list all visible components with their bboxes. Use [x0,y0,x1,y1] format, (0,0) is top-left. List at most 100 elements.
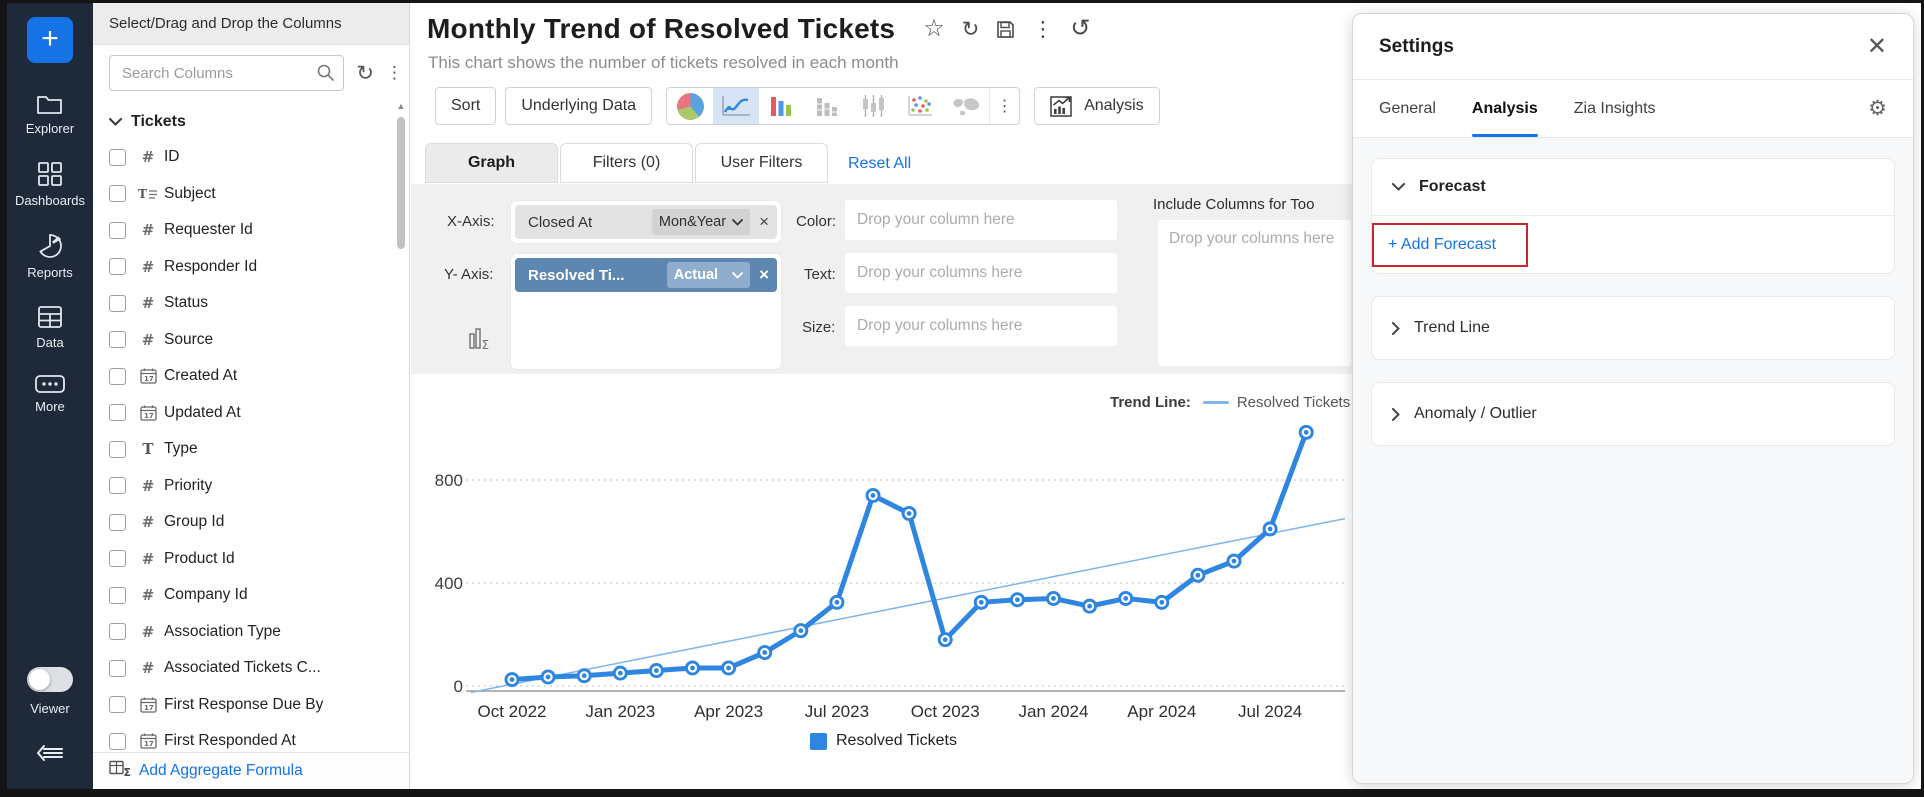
column-checkbox[interactable] [109,404,126,422]
column-row[interactable]: # Product Id [109,541,409,578]
data-point[interactable] [648,663,664,679]
column-checkbox[interactable] [109,331,126,349]
data-point[interactable] [901,505,917,521]
search-columns-input[interactable] [109,55,345,91]
column-row[interactable]: # Requester Id [109,212,409,249]
close-icon[interactable]: ✕ [1866,32,1887,60]
data-point[interactable] [540,669,556,685]
tab-graph[interactable]: Graph [425,143,558,183]
data-point[interactable] [865,487,881,503]
refresh-columns-icon[interactable]: ↻ [356,61,374,85]
data-point[interactable] [1118,590,1134,606]
x-axis-chip[interactable]: Closed At Mon&Year × [515,205,777,239]
column-row[interactable]: 17 First Response Due By [109,687,409,724]
rail-item-data[interactable]: Data [36,305,64,350]
anomaly-outlier-section-header[interactable]: Anomaly / Outlier [1372,383,1894,445]
column-row[interactable]: # Company Id [109,577,409,614]
scrollbar-thumb[interactable] [397,117,405,249]
column-row[interactable]: 17 Created At [109,358,409,395]
data-point[interactable] [1298,424,1314,440]
rail-item-explorer[interactable]: Explorer [26,93,74,136]
underlying-data-button[interactable]: Underlying Data [505,87,653,125]
series-line[interactable] [509,429,1309,683]
tab-zia-insights[interactable]: Zia Insights [1573,99,1656,117]
tab-analysis[interactable]: Analysis [1471,80,1538,137]
column-checkbox[interactable] [109,623,126,641]
y-axis-aggregate-icon[interactable]: Σ [469,328,495,355]
text-dropzone[interactable]: Drop your columns here [845,253,1117,293]
viewer-toggle[interactable] [27,667,73,692]
analysis-button[interactable]: Analysis [1034,87,1160,125]
data-point[interactable] [1046,590,1061,606]
trend-line-section-header[interactable]: Trend Line [1372,297,1894,359]
column-checkbox[interactable] [109,258,126,276]
column-row[interactable]: # ID [109,139,409,176]
size-dropzone[interactable]: Drop your columns here [845,306,1117,346]
column-checkbox[interactable] [109,185,126,203]
report-more-icon[interactable]: ⋮ [1032,17,1054,41]
data-point[interactable] [612,665,628,681]
column-checkbox[interactable] [109,440,126,458]
column-row[interactable]: # Status [109,285,409,322]
scrollbar-up-icon[interactable]: ▲ [396,101,406,111]
color-dropzone[interactable]: Drop your column here [845,200,1117,240]
columns-more-icon[interactable]: ⋮ [386,63,403,82]
data-point[interactable] [576,668,592,684]
data-point[interactable] [973,594,989,610]
y-chip-remove-icon[interactable]: × [759,265,769,284]
y-axis-chip[interactable]: Resolved Ti... Actual × [515,258,777,292]
column-checkbox[interactable] [109,367,126,385]
column-row[interactable]: # Source [109,322,409,359]
columns-scrollbar[interactable]: ▲ [396,101,406,748]
column-row[interactable]: 17 Updated At [109,395,409,432]
column-checkbox[interactable] [109,659,126,677]
tab-general[interactable]: General [1379,99,1436,117]
x-chip-aggregation-dropdown[interactable]: Mon&Year [651,209,751,235]
column-row[interactable]: 17 First Responded At [109,723,409,752]
chart-type-bar[interactable] [759,88,805,124]
data-point[interactable] [793,623,809,639]
add-forecast-link[interactable]: + Add Forecast [1388,235,1497,253]
data-point[interactable] [504,672,520,688]
column-checkbox[interactable] [109,477,126,495]
column-checkbox[interactable] [109,732,126,750]
data-point[interactable] [1226,553,1242,569]
forecast-section-header[interactable]: Forecast [1372,159,1894,215]
add-aggregate-formula[interactable]: Σ Add Aggregate Formula [93,752,409,789]
undo-icon[interactable]: ↺ [1070,15,1091,42]
series-legend[interactable]: Resolved Tickets [810,732,957,750]
column-checkbox[interactable] [109,550,126,568]
data-point[interactable] [721,660,737,676]
chart-type-line[interactable] [713,88,760,124]
tab-filters[interactable]: Filters (0) [560,143,693,183]
rail-item-dashboards[interactable]: Dashboards [15,161,85,208]
data-point[interactable] [1190,567,1206,583]
x-chip-remove-icon[interactable]: × [759,212,769,231]
data-point[interactable] [1009,592,1025,608]
column-row[interactable]: T Type [109,431,409,468]
column-checkbox[interactable] [109,586,126,604]
column-row[interactable]: T Subject [109,176,409,213]
tooltip-columns-dropzone[interactable]: Drop your columns here [1158,220,1351,366]
create-new-button[interactable]: + [27,17,73,63]
rail-item-more[interactable]: More [35,375,65,414]
column-checkbox[interactable] [109,148,126,166]
y-chip-aggregation-dropdown[interactable]: Actual [666,262,751,288]
column-row[interactable]: # Associated Tickets C... [109,650,409,687]
reset-all-link[interactable]: Reset All [848,155,912,172]
column-row[interactable]: # Responder Id [109,249,409,286]
column-checkbox[interactable] [109,221,126,239]
tab-user-filters[interactable]: User Filters [695,143,828,183]
column-checkbox[interactable] [109,513,126,531]
collapse-sidebar-icon[interactable] [36,744,64,767]
column-row[interactable]: # Priority [109,468,409,505]
data-point[interactable] [757,645,773,661]
more-chart-types-icon[interactable]: ⋮ [989,88,1019,124]
chart-type-map[interactable] [943,88,989,124]
column-checkbox[interactable] [109,696,126,714]
chart-type-candlestick[interactable] [851,88,897,124]
sort-button[interactable]: Sort [435,87,497,125]
data-point[interactable] [937,632,953,648]
column-row[interactable]: # Group Id [109,504,409,541]
data-point[interactable] [1262,521,1278,537]
